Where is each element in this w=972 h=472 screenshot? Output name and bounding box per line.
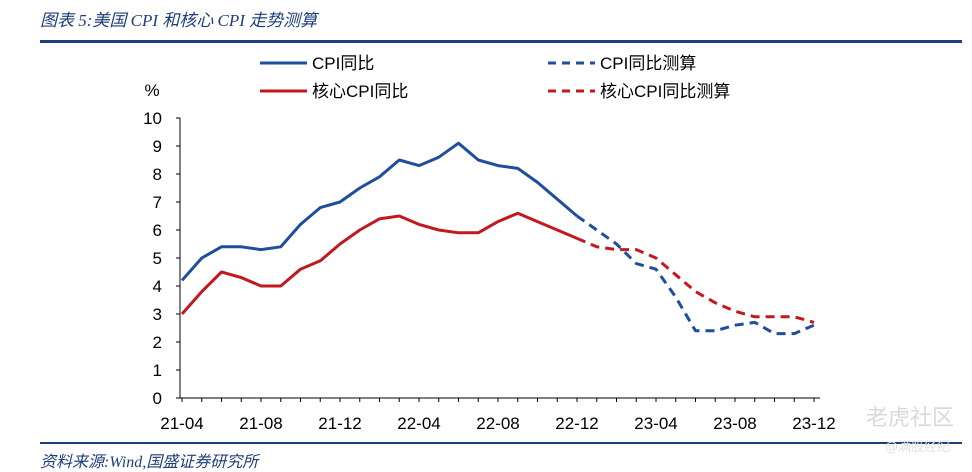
series-line-1 (576, 214, 815, 336)
y-tick-label: 8 (153, 165, 162, 184)
y-tick-label: 7 (153, 193, 162, 212)
y-tick-label: 3 (153, 305, 162, 324)
y-tick-label: 5 (153, 249, 162, 268)
y-tick-label: 0 (153, 389, 162, 408)
series-line-2 (180, 211, 578, 315)
watermark-sub: @满股经纪 (884, 440, 950, 455)
bottom-rule (40, 442, 962, 444)
x-tick-label: 22-12 (555, 414, 598, 433)
source-note: 资料来源:Wind,国盛证券研究所 (40, 454, 259, 471)
legend-label-3: 核心CPI同比测算 (600, 82, 730, 101)
y-tick-label: 2 (153, 333, 162, 352)
y-tick-label: 1 (153, 361, 162, 380)
x-tick-label: 21-12 (318, 414, 361, 433)
x-tick-label: 21-08 (239, 414, 282, 433)
legend-label-0: CPI同比 (312, 54, 374, 73)
legend-label-2: 核心CPI同比 (312, 82, 408, 101)
legend-label-1: CPI同比测算 (600, 54, 696, 73)
watermark: 老虎社区 (865, 406, 954, 431)
y-tick-label: 4 (153, 277, 162, 296)
y-axis-unit: % (144, 81, 159, 100)
y-tick-label: 9 (153, 137, 162, 156)
y-tick-label: 6 (153, 221, 162, 240)
top-rule (40, 40, 962, 43)
series-line-0 (180, 141, 578, 282)
x-tick-label: 23-12 (792, 414, 835, 433)
x-tick-label: 22-04 (397, 414, 440, 433)
x-tick-label: 22-08 (476, 414, 519, 433)
x-tick-label: 23-08 (713, 414, 756, 433)
x-tick-label: 21-04 (160, 414, 203, 433)
axes: 0 1 2 3 4 5 6 7 8 9 10% 21-04 21-08 21-12 22-04 22-08 22… (143, 81, 836, 433)
series-line-3 (576, 237, 815, 324)
plot-area (180, 141, 815, 336)
x-tick-label: 23-04 (634, 414, 677, 433)
y-tick-label: 10 (143, 109, 162, 128)
figure-title: 图表 5:美国 CPI 和核心 CPI 走势测算 (40, 11, 318, 30)
